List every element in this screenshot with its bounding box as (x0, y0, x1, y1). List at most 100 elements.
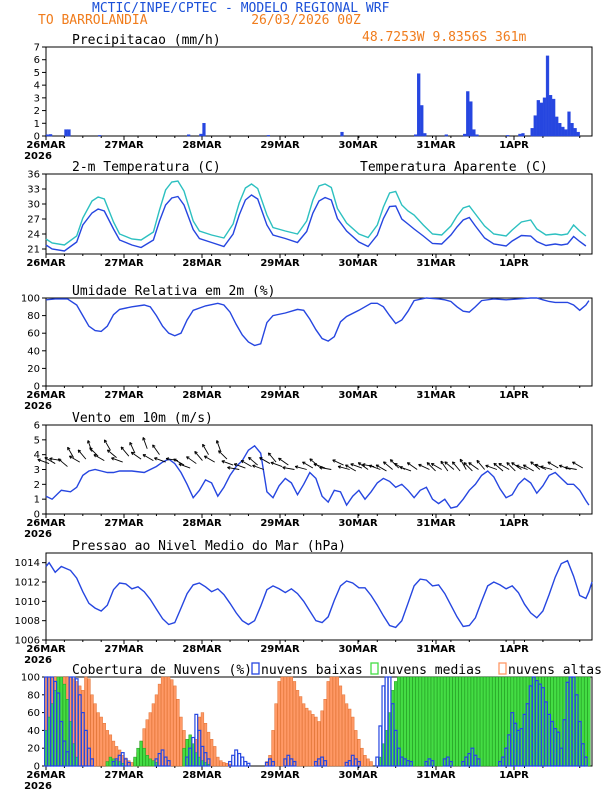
bar-nuvens-medias (433, 676, 438, 767)
wind-arrow-head (451, 461, 456, 465)
bar-nuvens-medias (136, 747, 140, 767)
bar-nuvens-medias (479, 676, 484, 767)
wind-arrow-head (493, 462, 497, 467)
bar-nuvens-medias (418, 676, 422, 767)
x-tick-label: 31MAR (416, 140, 456, 151)
wind-arrow (295, 465, 307, 470)
y-tick-label: 2 (34, 106, 40, 117)
x-tick-label: 30MAR (338, 140, 378, 151)
wind-arrow-head (309, 458, 313, 462)
wind-arrow-head (93, 454, 97, 458)
bar-nuvens-medias (449, 676, 453, 767)
bar-nuvens-baixas (409, 760, 414, 767)
wind-arrow-head (485, 464, 489, 468)
precip-bar (420, 105, 424, 137)
y-tick-label: 0 (34, 132, 40, 143)
wind-arrow (233, 463, 246, 469)
run-date-label: 26/03/2026 00Z (251, 13, 361, 28)
wind-arrow (240, 460, 252, 467)
bar-nuvens-altas (292, 681, 297, 767)
bar-nuvens-baixas (375, 756, 380, 767)
wind-arrow-head (511, 462, 515, 466)
x-tick-label: 31MAR (416, 770, 456, 781)
precip-bar (98, 135, 102, 137)
wind-arrow (142, 437, 148, 449)
bar-nuvens-altas (277, 681, 281, 767)
bar-nuvens-altas (314, 716, 318, 767)
precip-bar (475, 134, 479, 137)
bar-nuvens-altas (271, 730, 275, 767)
wind-arrow (204, 455, 215, 463)
precip-bar (444, 134, 448, 137)
panel-frame (45, 297, 593, 387)
wind-arrow (431, 463, 442, 470)
wind-arrow-head (522, 464, 527, 468)
wind-arrow-head (430, 463, 435, 467)
bar-nuvens-altas (332, 676, 336, 767)
bar-nuvens-altas (326, 681, 330, 767)
bar-nuvens-medias (436, 676, 441, 767)
bar-nuvens-medias (446, 676, 450, 767)
wind-arrow (202, 444, 209, 455)
wind-arrow-head (375, 464, 380, 468)
wind-arrow-head (564, 466, 568, 470)
x-tick-label: 28MAR (182, 518, 222, 529)
y-tick-label: 100 (21, 294, 40, 305)
wind-arrow (218, 450, 228, 460)
bar-nuvens-altas (176, 699, 180, 767)
y-tick-label: 0 (34, 762, 40, 773)
wind-arrow (407, 462, 418, 470)
wind-arrow-head (459, 458, 463, 463)
wind-arrow (523, 464, 534, 472)
bar-nuvens-baixas (86, 747, 91, 767)
x-tick-label: 1APR (499, 644, 529, 655)
wind-arrow-head (154, 457, 158, 461)
wind-arrow-head (282, 466, 286, 470)
bar-nuvens-altas (105, 730, 109, 767)
wind-arrow (350, 463, 363, 469)
wind-arrow (248, 456, 258, 466)
wind-arrow-head (332, 459, 336, 463)
x-tick-label: 29MAR (260, 644, 300, 655)
x-tick-label: 1APR (499, 140, 529, 151)
wind-arrow-head (468, 462, 472, 466)
wind-arrow-head (106, 449, 111, 453)
precip-bar (570, 123, 574, 137)
y-tick-label: 24 (27, 230, 40, 241)
x-tick-label: 29MAR (260, 390, 300, 401)
wind-arrow (468, 462, 479, 470)
panel-frame (45, 424, 593, 515)
x-tick-label: 26MAR (26, 390, 66, 401)
wind-arrow-head (558, 464, 563, 468)
bar-nuvens-medias (498, 676, 502, 767)
bar-nuvens-medias (415, 676, 419, 767)
x-tick-label: 31MAR (416, 258, 456, 269)
wind-arrow-head (278, 457, 282, 462)
wind-arrow (444, 461, 455, 470)
x-tick-label: 27MAR (104, 390, 144, 401)
bar-nuvens-baixas (323, 760, 328, 767)
panel-wind: 0 1 2 3 4 5 6 26MAR 27MAR 28MAR 29MAR 30MAR 31MAR 1AP… (24, 411, 593, 540)
wind-arrow-head (362, 463, 366, 467)
bar-nuvens-medias (421, 676, 425, 767)
y-tick-label: 5 (34, 435, 40, 446)
wind-arrow-head (186, 456, 190, 460)
bar-nuvens-altas (286, 676, 290, 767)
bar-nuvens-baixas (240, 756, 245, 767)
bar-nuvens-medias (443, 676, 447, 767)
x-tick-label: 27MAR (104, 140, 144, 151)
y-tick-label: 1 (34, 495, 40, 506)
precip-bar (564, 129, 568, 137)
wind-arrow (368, 464, 381, 470)
wind-arrow-head (142, 437, 146, 441)
x-tick-label: 31MAR (416, 390, 456, 401)
precip-bar (64, 129, 68, 137)
y-tick-label: 36 (27, 170, 40, 181)
wind-arrow-head (383, 461, 387, 465)
y-tick-label: 33 (27, 185, 40, 196)
x-tick-label: 27MAR (104, 770, 144, 781)
wind-arrow-head (202, 443, 206, 448)
x-year-label: 2026 (24, 529, 52, 540)
y-tick-label: 4 (34, 450, 40, 461)
